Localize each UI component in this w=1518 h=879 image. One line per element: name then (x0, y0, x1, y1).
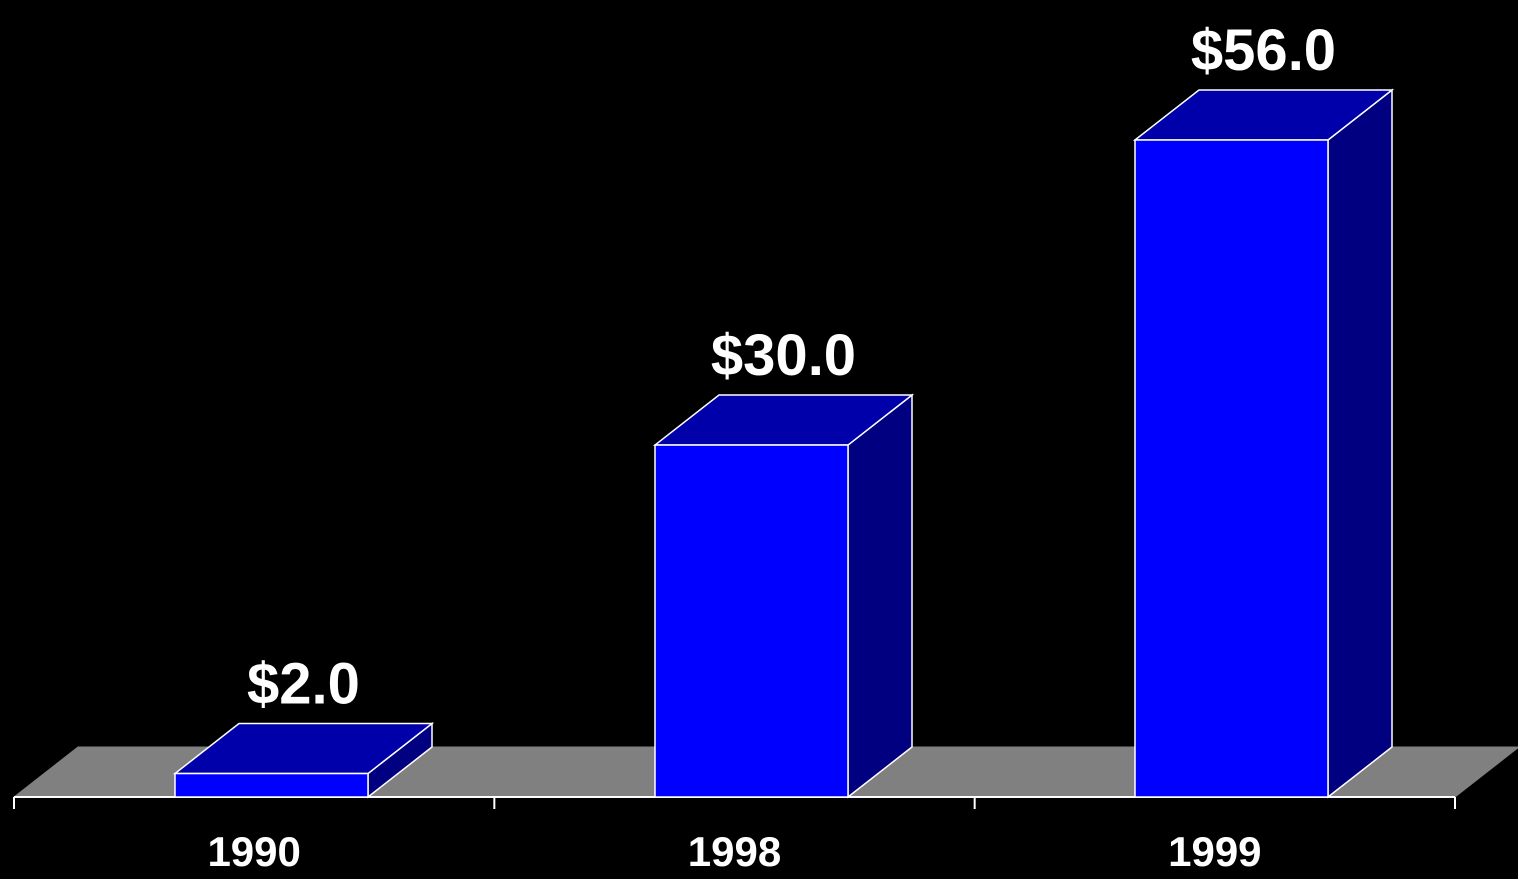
bar-front-1990 (174, 772, 369, 798)
bar-1999 (1132, 88, 1395, 799)
data-label-1990: $2.0 (247, 652, 360, 717)
x-tick-label-1998: 1998 (688, 828, 781, 874)
x-tick-label-1999: 1999 (1168, 828, 1261, 874)
bar-1990 (172, 721, 435, 799)
data-label-1998: $30.0 (711, 323, 856, 388)
bar-front-1999 (1134, 139, 1329, 798)
bar-1998 (652, 393, 915, 799)
bar-side-1999 (1327, 88, 1393, 799)
data-label-1999: $56.0 (1191, 18, 1336, 83)
bar-side-1998 (847, 393, 913, 799)
bar-front-1998 (654, 444, 849, 798)
x-tick-label-1990: 1990 (207, 828, 300, 874)
